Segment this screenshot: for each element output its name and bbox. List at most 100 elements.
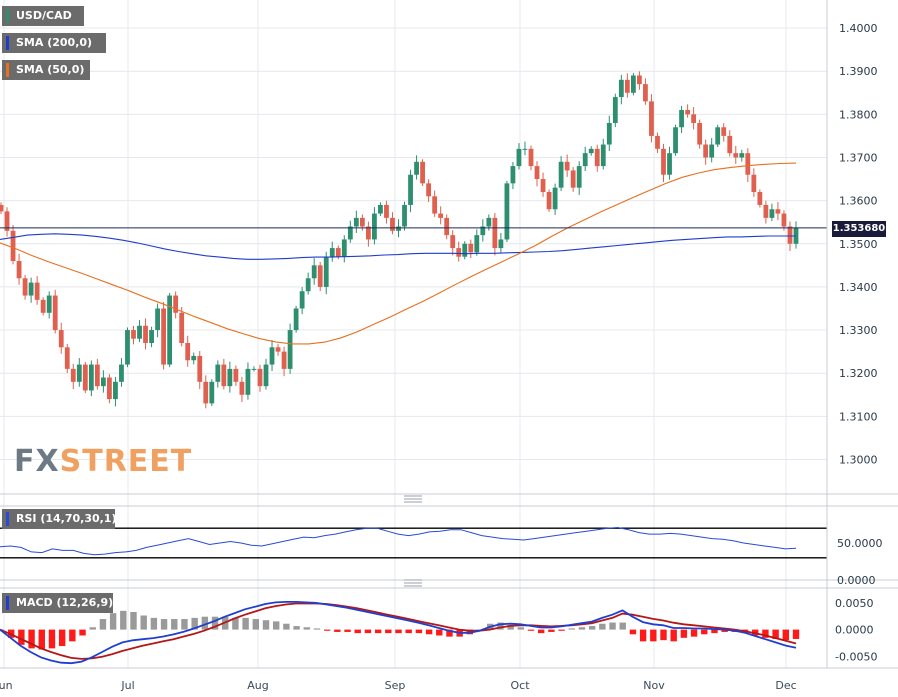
macd-histogram-bar [599,623,606,630]
candle-body [70,368,76,382]
price-tick-label: 1.3100 [839,410,878,423]
sma200-swatch [6,36,9,50]
candle-body [528,148,534,167]
candle-body [28,282,34,296]
macd-tick-label: -0.0050 [835,650,877,663]
macd-histogram-bar [650,629,657,642]
candle-body [697,122,703,145]
legend-sma200[interactable]: SMA (200,0) [2,33,106,53]
candle-body [787,226,793,244]
x-tick-label: Jul [120,679,134,692]
macd-histogram-bar [537,629,545,634]
candle-body [618,79,624,98]
macd-histogram-bar [38,629,45,650]
candle-body [769,209,775,218]
candle-body [353,217,359,227]
candle-body [179,312,185,343]
macd-histogram-bar [609,622,616,630]
macd-histogram-bar [568,628,575,630]
candle-body [40,299,46,313]
macd-histogram-bar [792,629,800,639]
macd-histogram-bar [680,629,688,638]
candle-body [16,261,22,279]
candle-body [88,364,94,391]
price-tick-label: 1.3000 [839,453,878,466]
legend-symbol[interactable]: USD/CAD [2,6,84,26]
macd-histogram-bar [120,610,127,630]
candle-body [143,325,148,343]
rsi-panel [0,526,827,559]
legend-sma50[interactable]: SMA (50,0) [2,60,90,80]
macd-histogram-bar [385,629,392,634]
candle-body [329,248,335,257]
legend-rsi[interactable]: RSI (14,70,30,1) [2,509,116,529]
macd-panel [0,601,800,665]
candle-body [745,153,751,175]
legend-macd[interactable]: MACD (12,26,9) [2,593,113,613]
candle-body [323,256,329,287]
candle-body [438,213,444,218]
symbol-swatch [6,9,9,23]
x-tick-label: Jun [0,679,13,692]
macd-histogram-bar [58,629,66,647]
x-tick-label: Oct [510,679,530,692]
candle-body [474,235,480,253]
candle-body [450,235,456,249]
candle-body [173,295,179,313]
candle-body [215,364,221,382]
candle-body [119,364,124,382]
candle-body [0,204,4,212]
candle-body [167,295,173,365]
candle-body [269,347,275,365]
macd-histogram-bar [130,612,137,630]
macd-histogram-bar [690,629,698,637]
candle-body [751,174,757,192]
candle-body [643,84,648,102]
candle-body [558,161,564,188]
macd-histogram-bar [639,629,647,642]
macd-histogram-bar [79,629,86,636]
macd-histogram-bar [619,622,626,630]
macd-swatch [6,596,9,610]
macd-histogram-bar [415,629,423,634]
candle-body [100,377,106,387]
candle-body [757,191,763,205]
candle-body [149,330,154,343]
candle-body [239,381,245,395]
candle-body [612,97,618,123]
candle-body [486,217,492,227]
candle-body [504,183,510,240]
macd-histogram-bar [629,629,637,635]
x-tick-label: Nov [643,679,665,692]
price-tick-label: 1.3500 [839,238,878,251]
candle-body [600,144,606,167]
rsi-tick-label: 50.0000 [837,537,883,550]
candle-body [378,204,383,214]
candle-body [630,75,636,93]
candle-body [131,330,136,339]
macd-histogram-bar [772,629,779,639]
macd-histogram-bar [711,629,718,634]
candle-body [293,308,299,331]
macd-histogram-bar [578,627,586,630]
macd-histogram-bar [507,624,514,630]
current-price-tag: 1.353680 [832,221,886,237]
macd-histogram-bar [782,629,790,641]
macd-histogram-bar [89,627,96,630]
candle-body [624,79,630,93]
macd-histogram-bar [18,629,25,645]
candle-body [534,166,540,180]
price-tick-label: 1.3200 [839,367,878,380]
candle-body [52,295,58,331]
candle-body [763,204,769,218]
candle-body [185,342,191,361]
price-tick-label: 1.3800 [839,108,878,121]
candle-body [546,191,552,210]
candle-body [426,183,432,197]
macd-histogram-bar [181,619,188,630]
macd-histogram-bar [171,619,178,630]
macd-histogram-bar [232,617,239,630]
candle-body [317,265,323,287]
